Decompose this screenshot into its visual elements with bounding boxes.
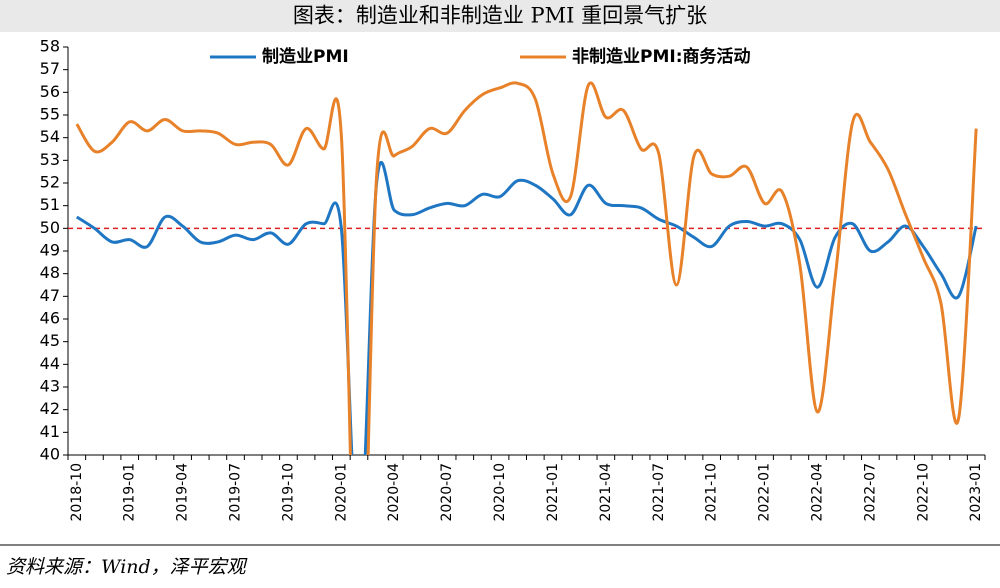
y-tick-label: 47 xyxy=(40,286,60,305)
y-tick-label: 54 xyxy=(40,127,60,146)
series-group xyxy=(75,81,978,455)
y-tick-label: 45 xyxy=(40,331,60,350)
y-tick-label: 58 xyxy=(40,37,60,56)
x-tick-label: 2018-10 xyxy=(69,463,85,522)
y-tick-label: 50 xyxy=(40,218,60,237)
x-tick-label: 2021-07 xyxy=(651,463,667,522)
x-tick-label: 2021-10 xyxy=(704,463,720,522)
x-tick-label: 2022-04 xyxy=(809,463,825,522)
y-tick-label: 42 xyxy=(40,399,60,418)
x-tick-label: 2019-10 xyxy=(280,463,296,522)
title-band xyxy=(0,0,1000,32)
y-tick-label: 49 xyxy=(40,241,60,260)
series-line xyxy=(75,81,978,455)
x-tick-label: 2020-07 xyxy=(439,463,455,522)
y-tick-label: 43 xyxy=(40,377,60,396)
x-tick-label: 2023-01 xyxy=(968,463,984,522)
y-tick-label: 57 xyxy=(40,59,60,78)
x-tick-label: 2020-10 xyxy=(492,463,508,521)
y-tick-label: 51 xyxy=(40,195,60,214)
source-note: 资料来源：Wind，泽平宏观 xyxy=(6,556,248,578)
x-tick-label: 2019-07 xyxy=(228,463,244,522)
chart-title: 图表：制造业和非制造业 PMI 重回景气扩张 xyxy=(293,4,707,28)
x-tick-label: 2022-07 xyxy=(862,463,878,522)
y-tick-label: 41 xyxy=(40,422,60,441)
y-tick-label: 53 xyxy=(40,150,60,169)
x-tick-label: 2022-10 xyxy=(915,463,931,522)
x-tick-label: 2019-01 xyxy=(122,463,138,522)
series-line xyxy=(76,161,978,455)
legend-label: 制造业PMI xyxy=(262,46,349,67)
legend-label: 非制造业PMI:商务活动 xyxy=(572,46,751,67)
y-tick-label: 56 xyxy=(40,82,60,101)
y-tick-label: 52 xyxy=(40,173,60,192)
y-tick-label: 40 xyxy=(40,445,60,464)
y-tick-label: 44 xyxy=(40,354,60,373)
y-tick-label: 55 xyxy=(40,105,60,124)
y-tick-label: 48 xyxy=(40,263,60,282)
x-tick-label: 2019-04 xyxy=(175,463,191,522)
x-tick-label: 2020-01 xyxy=(333,463,349,522)
y-tick-label: 46 xyxy=(40,309,60,328)
x-tick-label: 2021-01 xyxy=(545,463,561,522)
x-tick-label: 2021-04 xyxy=(598,463,614,522)
x-tick-label: 2022-01 xyxy=(757,463,773,522)
x-tick-label: 2020-04 xyxy=(386,463,402,522)
